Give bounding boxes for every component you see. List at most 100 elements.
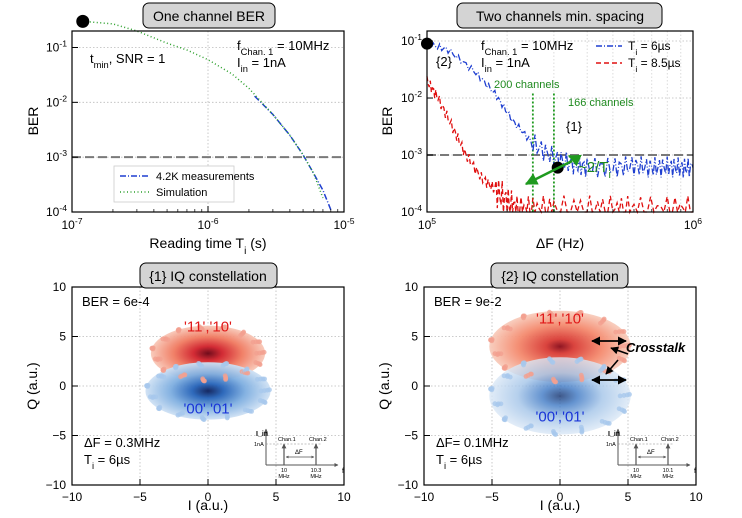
panel-3-cluster-edge: [202, 379, 207, 384]
panel-4-ytick-label-3: 5: [411, 330, 418, 344]
panel-ber-single: 10-7 10-6 10-5 10-4 10-3 10-2 10-1 Reading tim…: [25, 3, 355, 257]
panel-2-annot-iin: Iin = 1nA: [481, 55, 530, 74]
panel-1-xlabel: Reading time Ti (s): [149, 235, 266, 257]
panel-4-cluster-edge: [502, 373, 507, 378]
panel-3-cluster-edge: [161, 368, 166, 373]
panel-1-legend-label-1: Simulation: [156, 187, 207, 199]
panel-1-xtick-label-0: 10-7: [61, 216, 82, 232]
panel-3-inset-ylabel: I_in: [256, 431, 268, 438]
panel-2-annot-2: {2}: [436, 54, 453, 69]
panel-1-ytick-label-2: 10-2: [46, 93, 67, 109]
panel-4-cluster-edge: [529, 372, 534, 377]
panel-3-inset-chan2-label: Chan.2: [309, 437, 327, 443]
panel-1-title: One channel BER: [153, 8, 265, 24]
panel-iq-1: '11','10' '00','01' −10 −5 0 5 10 −10 −5 0 5 10 I …: [24, 263, 351, 513]
panel-4-ytick-label-0: −10: [398, 478, 419, 492]
panel-iq-2: '11','10''00','01' −10 −5 0 5 10−10−50510 I …: [376, 263, 703, 513]
panel-3-inset-f2-unit: MHz: [310, 474, 322, 480]
panel-3-title: {1} IQ constellation: [149, 268, 267, 284]
panel-3-title-box: {1} IQ constellation: [140, 263, 277, 288]
panel-4-inset-f1-unit: MHz: [630, 474, 642, 480]
panel-3-ytick-label-1: −5: [52, 429, 66, 443]
panel-1-ytick-label-1: 10-3: [46, 148, 67, 164]
panel-4-cluster-label-blue: '00','01': [536, 409, 585, 426]
panel-1-ytick-label-0: 10-4: [46, 203, 67, 219]
panel-3-cluster-edge: [223, 373, 228, 378]
panel-3-inset-xlabel: f: [342, 468, 344, 475]
panel-1-annot-iin: Iin = 1nA: [237, 55, 286, 74]
panel-3-ytick-label-3: 5: [59, 330, 66, 344]
panel-4-cluster-edge: [579, 373, 584, 378]
panel-4-inset-chan2-label: Chan.2: [661, 437, 679, 443]
panel-4-ylabel: Q (a.u.): [376, 362, 392, 409]
panel-3-annot-ber: BER = 6e-4: [82, 294, 150, 309]
panel-4-xlabel: I (a.u.): [540, 497, 580, 513]
panel-2-annot-1: {1}: [566, 119, 583, 134]
panel-3-cluster-edge: [262, 350, 267, 355]
panel-4-inset-df-label: ΔF: [647, 450, 655, 456]
panel-3-ytick-label-4: 10: [53, 280, 67, 294]
panel-4-inset-xlabel: f: [694, 468, 696, 475]
panel-3-cluster-edge: [157, 406, 162, 411]
panel-4-cluster-edge: [521, 363, 526, 368]
panel-4-cluster-edge: [607, 421, 612, 426]
panel-3-annot-df: ΔF = 0.3MHz: [84, 435, 160, 450]
panel-4-annot-ti: Ti = 6µs: [436, 452, 483, 471]
panel-ber-spacing: 105 10610-410-310-210-1 ΔF (Hz) BER Two c…: [379, 3, 702, 251]
panel-2-vline-label-0: 200 channels: [494, 79, 560, 91]
panel-3-cluster-edge: [258, 398, 263, 403]
panel-1-annot-tmin: tmin, SNR = 1: [90, 51, 165, 70]
panel-4-inset-ylabel: I_in: [608, 431, 620, 438]
panel-4-xtick-label-3: 5: [625, 490, 632, 504]
panel-1-title-box: One channel BER: [143, 3, 275, 28]
panel-4-cluster-label-red: '11','10': [536, 311, 584, 328]
panel-3-cluster-edge: [245, 371, 250, 376]
panel-3-inset-ytick: 1nA: [254, 442, 264, 448]
panel-2-legend: Ti = 6µs Ti = 8.5µs: [596, 39, 681, 74]
panel-4-cluster-edge: [495, 402, 500, 407]
panel-3-cluster-edge: [176, 329, 181, 334]
panel-1-legend-label-0: 4.2K measurements: [156, 171, 255, 183]
panel-1-xtick-label-1: 10-6: [197, 216, 218, 232]
panel-2-ytick-label-1: 10-3: [401, 146, 422, 162]
panel-3-xtick-label-1: −5: [133, 490, 147, 504]
panel-3-annot-ti: Ti = 6µs: [84, 452, 131, 471]
panel-4-annot-crosstalk: Crosstalk: [626, 340, 686, 355]
panel-3-cluster-edge: [245, 366, 250, 371]
panel-1-ticks: 10-7 10-6 10-5 10-4 10-3 10-2 10-1: [46, 39, 355, 232]
panel-4-ytick-label-4: 10: [405, 280, 419, 294]
panel-2-series-1: [427, 76, 693, 212]
panel-1-xtick-label-2: 10-5: [333, 216, 354, 232]
panel-3-cluster-edge: [253, 360, 258, 365]
panel-3-cluster-label-blue: '00','01': [184, 401, 233, 418]
panel-4-inset-chan1-label: Chan.1: [630, 437, 648, 443]
panel-4-annot-df: ΔF= 0.1MHz: [436, 435, 509, 450]
panel-4-cluster-edge: [502, 326, 507, 331]
panel-2-title-box: Two channels min. spacing: [457, 3, 662, 28]
panel-3-inset-chan1-label: Chan.1: [278, 437, 296, 443]
panel-4-cluster-edge: [503, 417, 508, 422]
panel-3-cluster-edge: [155, 357, 160, 362]
panel-3-cluster-edge: [255, 377, 260, 382]
panel-3-cluster-edge: [150, 395, 155, 400]
panel-4-cluster-edge: [521, 315, 526, 320]
panel-4-xtick-label-0: −10: [414, 490, 435, 504]
panel-2-vline-label-1: 166 channels: [568, 97, 634, 109]
panel-3-cluster-edge: [267, 387, 272, 392]
panel-4-inset: I_in1nAChan.1 Chan.2ΔF10MHz10.1MHzf: [606, 429, 696, 480]
panel-4-ytick-label-2: 0: [411, 379, 418, 393]
panel-3-ylabel: Q (a.u.): [24, 362, 40, 409]
panel-4-cluster-edge: [575, 359, 580, 364]
panel-4-cluster-edge: [553, 380, 558, 385]
panel-4-title-box: {2} IQ constellation: [491, 263, 628, 288]
panel-3-inset-f1-unit: MHz: [278, 474, 290, 480]
panel-4-annot-ber: BER = 9e-2: [434, 294, 502, 309]
panel-4-ytick-label-1: −5: [404, 429, 418, 443]
panel-1-legend: 4.2K measurements Simulation: [114, 166, 255, 202]
panel-2-title: Two channels min. spacing: [476, 8, 644, 24]
panel-3-cluster-edge: [156, 374, 161, 379]
panel-2-annot-2ti: ~2/Ti: [578, 159, 611, 181]
panel-2-xlabel: ΔF (Hz): [536, 235, 584, 251]
panel-3-ytick-label-2: 0: [59, 379, 66, 393]
